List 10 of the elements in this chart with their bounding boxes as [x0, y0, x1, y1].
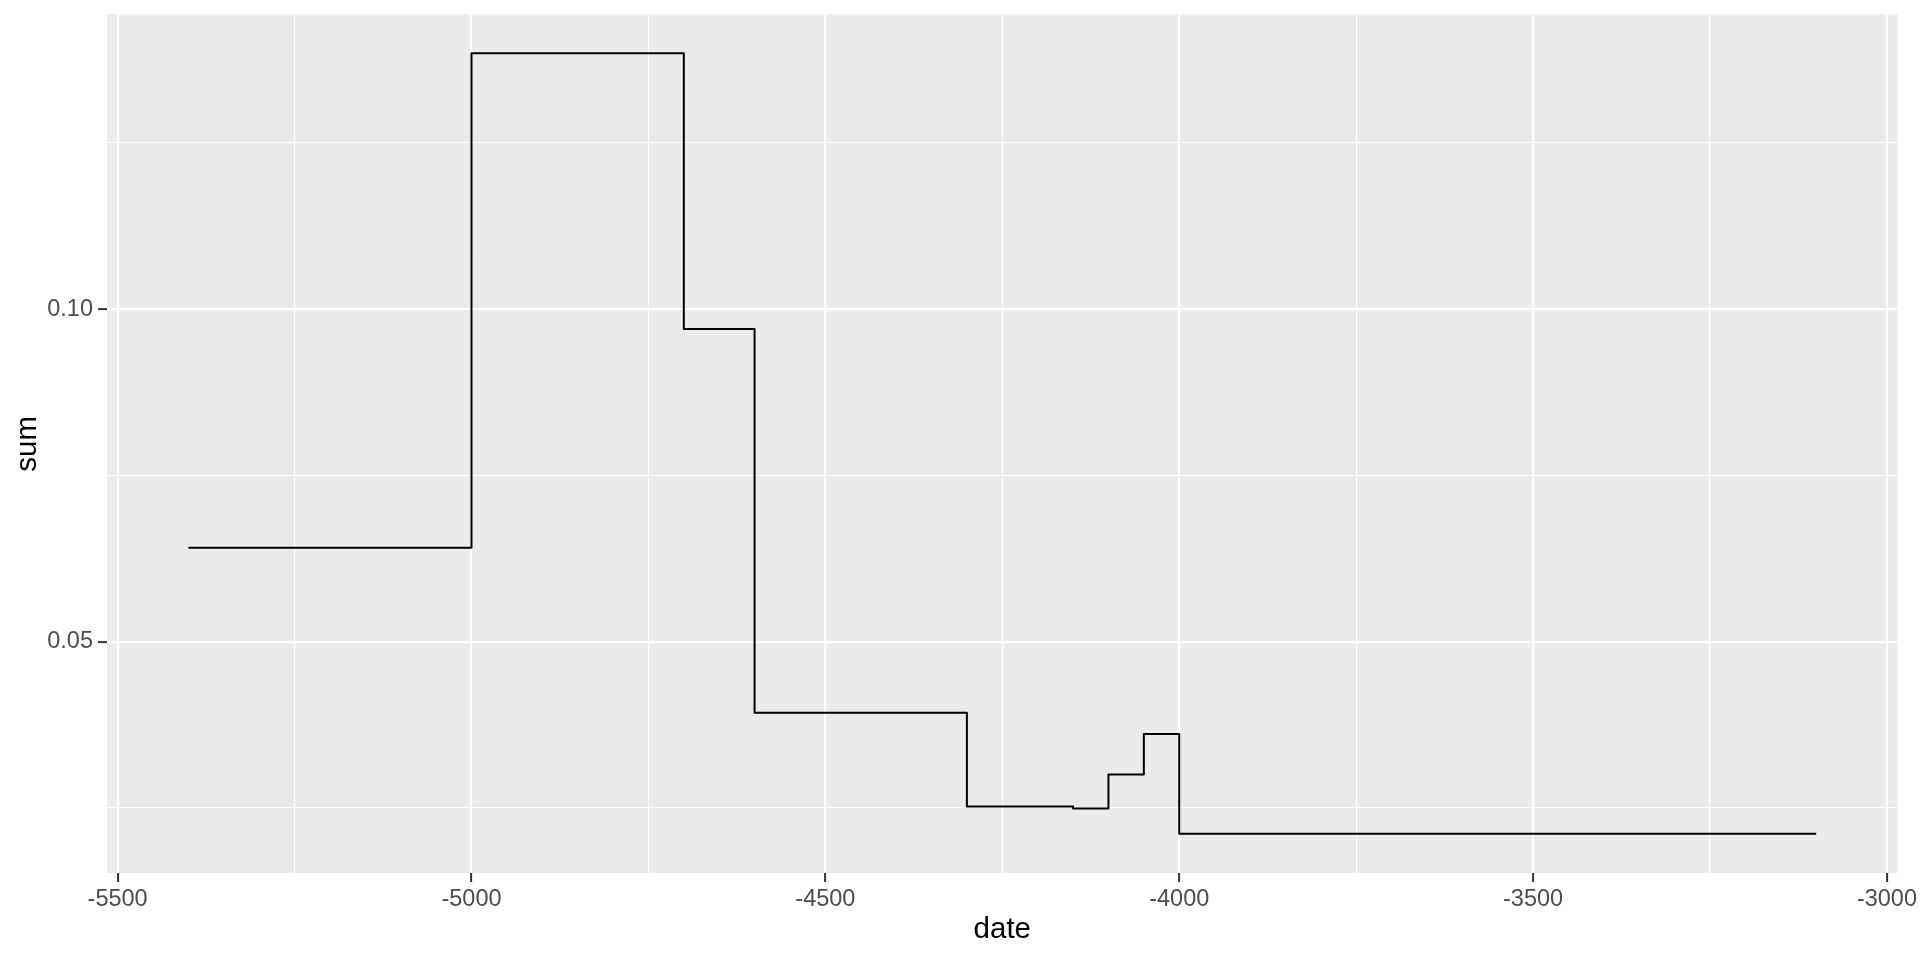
y-axis-title: sum — [8, 415, 42, 472]
x-tick-label: -3500 — [1503, 884, 1564, 911]
x-axis-title: date — [973, 911, 1031, 945]
y-tick-label: 0.10 — [47, 294, 93, 321]
x-tick-label: -3000 — [1856, 884, 1917, 911]
x-tick-label: -5500 — [87, 884, 148, 911]
x-tick-label: -5000 — [441, 884, 502, 911]
x-tick-label: -4000 — [1149, 884, 1210, 911]
x-tick-label: -4500 — [795, 884, 856, 911]
y-tick-label: 0.05 — [47, 627, 93, 654]
